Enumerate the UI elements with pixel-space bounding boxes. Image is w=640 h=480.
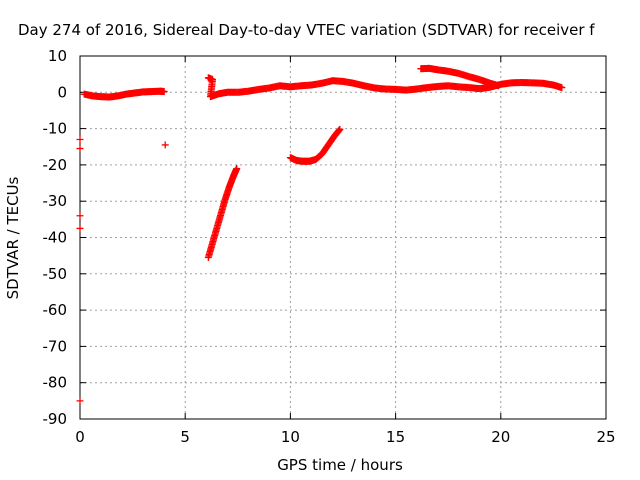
y-axis-label: SDTVAR / TECUs (4, 176, 22, 299)
y-tick-label: -80 (43, 374, 68, 392)
y-tick-label: 0 (57, 83, 67, 101)
axis-ticks: 0 5 10 15 20 25 10 0 -10 -20 -30 -40 -50 -60 -70 -80 -90 (43, 47, 616, 446)
data-point (495, 82, 503, 90)
y-tick-label: -10 (43, 120, 68, 138)
data-point (76, 397, 84, 405)
data-point (233, 165, 241, 173)
y-tick-label: -30 (43, 192, 68, 210)
chart-title: Day 274 of 2016, Sidereal Day-to-day VTE… (18, 21, 595, 39)
y-tick-label: -70 (43, 337, 68, 355)
y-tick-label: -60 (43, 301, 68, 319)
x-tick-label: 10 (281, 428, 300, 446)
plot-frame (79, 55, 607, 420)
x-tick-label: 15 (386, 428, 405, 446)
y-tick-label: 10 (48, 47, 67, 65)
data-points (76, 64, 566, 405)
data-point (76, 145, 84, 153)
y-tick-label: -90 (43, 410, 68, 428)
x-tick-label: 25 (596, 428, 615, 446)
y-tick-label: -50 (43, 265, 68, 283)
data-point (558, 84, 566, 92)
data-point (76, 224, 84, 232)
y-tick-label: -20 (43, 156, 68, 174)
x-tick-label: 0 (75, 428, 85, 446)
data-point (76, 135, 84, 143)
data-point (76, 212, 84, 220)
x-tick-label: 20 (491, 428, 510, 446)
y-tick-label: -40 (43, 229, 68, 247)
data-point (160, 88, 168, 96)
grid-lines (80, 56, 606, 419)
x-tick-label: 5 (180, 428, 190, 446)
data-point (336, 125, 344, 133)
data-point (161, 141, 169, 149)
x-axis-label: GPS time / hours (277, 456, 403, 474)
